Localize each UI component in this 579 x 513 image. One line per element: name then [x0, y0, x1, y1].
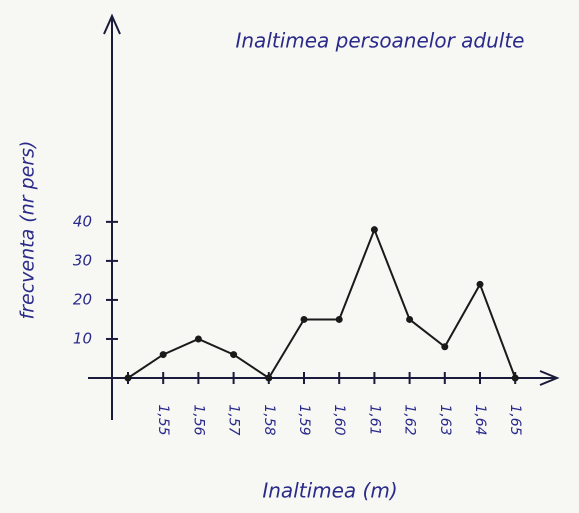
point [124, 374, 132, 382]
point [406, 315, 414, 323]
x-axis-arrow [539, 370, 560, 386]
point [335, 315, 343, 323]
point [441, 343, 449, 351]
x-tick-label: 1,56 [190, 404, 206, 435]
x-tick-label: 1,58 [261, 404, 277, 435]
chart-title: Inaltimea persoanelor adulte [235, 29, 524, 53]
line [127, 226, 517, 380]
x-axis-label: Inaltimea (m) [262, 479, 397, 503]
x-tick-label: 1,60 [331, 404, 347, 435]
x-tick-label: 1,61 [366, 404, 382, 435]
y-axis-arrow [103, 13, 121, 35]
x-tick-label: 1,57 [226, 404, 242, 435]
point [300, 315, 308, 323]
x-tick-label: 1,59 [296, 404, 312, 435]
point [194, 335, 202, 343]
point [230, 351, 238, 359]
y-tick-label: 40 [73, 212, 92, 230]
y-tick-label: 30 [73, 251, 92, 269]
y-axis-label: frecventa (nr pers) [17, 141, 39, 320]
point [159, 351, 167, 359]
x-tick-label: 1,62 [402, 404, 418, 435]
x-tick-label: 1,64 [472, 404, 488, 435]
point [265, 374, 273, 382]
y-tick-label: 10 [73, 329, 92, 347]
point [370, 226, 378, 234]
x-tick-label: 1,65 [507, 404, 523, 435]
point [476, 280, 484, 288]
point [511, 374, 519, 382]
x-tick-label: 1,63 [437, 404, 453, 435]
y-tick-label: 20 [73, 290, 92, 308]
x-tick-label: 1,55 [155, 404, 171, 435]
